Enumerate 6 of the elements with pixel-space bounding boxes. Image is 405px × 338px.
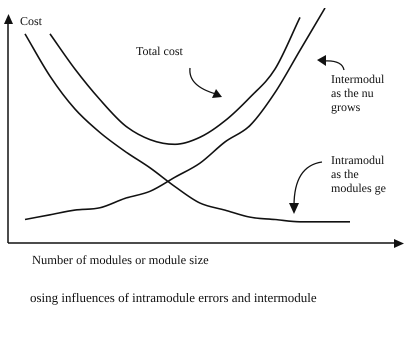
annotation: Intramodul as the modules ge <box>331 153 387 195</box>
y-axis-title: Cost <box>20 14 42 29</box>
annotation: Intermodul as the nu grows <box>331 72 386 114</box>
x-axis-title: Number of modules or module size <box>32 253 209 268</box>
annotation: Total cost <box>136 44 184 58</box>
text: osing influences of intramodule errors and intermodule <box>30 290 318 305</box>
